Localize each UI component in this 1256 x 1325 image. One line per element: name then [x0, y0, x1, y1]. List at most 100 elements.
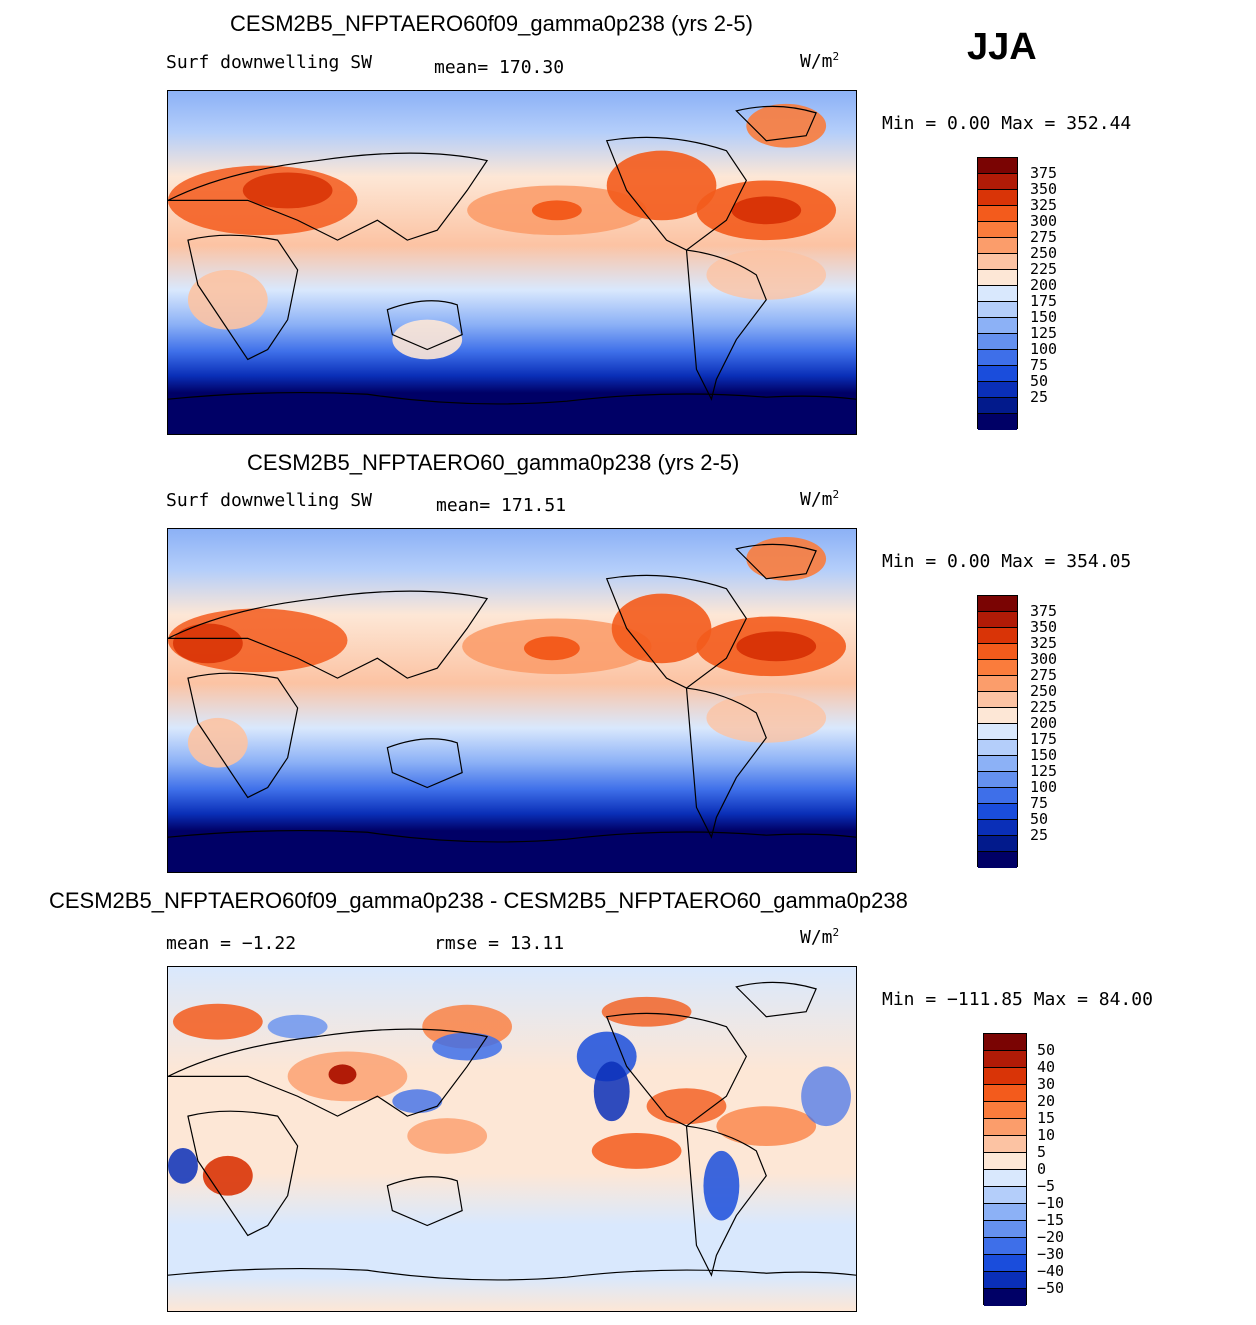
colorbar-label: 25	[1030, 388, 1049, 406]
colorbar-label: 10	[1037, 1126, 1056, 1144]
panel1-minmax: Min = 0.00 Max = 352.44	[882, 113, 1132, 134]
colorbar-swatch	[978, 302, 1017, 318]
panel1-mean-value: 170.30	[499, 57, 565, 78]
colorbar-swatch	[978, 398, 1017, 414]
colorbar-label: 325	[1030, 634, 1058, 652]
panel3-units: W/m2	[800, 926, 839, 948]
colorbar-label: 275	[1030, 666, 1058, 684]
colorbar-swatch	[978, 724, 1017, 740]
colorbar-label: 250	[1030, 682, 1058, 700]
panel3-title: CESM2B5_NFPTAERO60f09_gamma0p238 - CESM2…	[49, 888, 908, 913]
colorbar-swatch	[978, 382, 1017, 398]
colorbar-swatch	[984, 1272, 1026, 1289]
colorbar-swatch	[978, 788, 1017, 804]
colorbar-swatch	[978, 350, 1017, 366]
colorbar-swatch	[978, 174, 1017, 190]
colorbar-swatch	[984, 1102, 1026, 1119]
colorbar-label: 50	[1037, 1041, 1056, 1059]
panel3-units-base: W/m	[800, 927, 833, 948]
panel1-units: W/m2	[800, 50, 839, 72]
colorbar-swatch	[984, 1119, 1026, 1136]
colorbar-label: 200	[1030, 714, 1058, 732]
colorbar-label: 375	[1030, 164, 1058, 182]
colorbar-label: 300	[1030, 650, 1058, 668]
panel1-units-exp: 2	[832, 50, 840, 63]
colorbar-swatch	[984, 1187, 1026, 1204]
colorbar-swatch	[984, 1051, 1026, 1068]
panel1-mean: mean= 170.30	[434, 57, 564, 78]
panel3-rmse: rmse = 13.11	[434, 933, 564, 954]
panel2-mean: mean= 171.51	[436, 495, 566, 516]
colorbar-label: 200	[1030, 276, 1058, 294]
colorbar-label: 175	[1030, 730, 1058, 748]
colorbar-label: 175	[1030, 292, 1058, 310]
colorbar-swatch	[984, 1289, 1026, 1306]
colorbar-label: 225	[1030, 260, 1058, 278]
colorbar-label: 100	[1030, 778, 1058, 796]
panel2-title: CESM2B5_NFPTAERO60_gamma0p238 (yrs 2-5)	[247, 450, 740, 475]
colorbar-swatch	[978, 254, 1017, 270]
colorbar-swatch	[978, 414, 1017, 430]
colorbar-swatch	[984, 1034, 1026, 1051]
panel2-units: W/m2	[800, 488, 839, 510]
colorbar-swatch	[984, 1170, 1026, 1187]
colorbar-swatch	[978, 676, 1017, 692]
colorbar-swatch	[978, 756, 1017, 772]
colorbar-swatch	[978, 366, 1017, 382]
colorbar-label: 275	[1030, 228, 1058, 246]
colorbar-label: 350	[1030, 618, 1058, 636]
colorbar-swatch	[978, 318, 1017, 334]
panel3-mean-label: mean =	[166, 933, 232, 954]
colorbar-swatch	[978, 612, 1017, 628]
colorbar-swatch	[978, 852, 1017, 868]
colorbar-swatch	[978, 660, 1017, 676]
colorbar-label: 350	[1030, 180, 1058, 198]
colorbar-label: 5	[1037, 1143, 1047, 1161]
panel2-colorbar	[977, 595, 1018, 868]
colorbar-swatch	[978, 158, 1017, 174]
colorbar-label: 30	[1037, 1075, 1056, 1093]
panel3-rmse-label: rmse =	[434, 933, 500, 954]
colorbar-label: −20	[1037, 1228, 1065, 1246]
colorbar-label: 375	[1030, 602, 1058, 620]
panel1-mean-label: mean=	[434, 57, 489, 78]
colorbar-label: −15	[1037, 1211, 1065, 1229]
colorbar-swatch	[978, 740, 1017, 756]
colorbar-label: 100	[1030, 340, 1058, 358]
colorbar-label: 40	[1037, 1058, 1056, 1076]
colorbar-label: 250	[1030, 244, 1058, 262]
panel1-map	[167, 90, 857, 435]
colorbar-swatch	[984, 1085, 1026, 1102]
colorbar-label: 150	[1030, 308, 1058, 326]
colorbar-label: −30	[1037, 1245, 1065, 1263]
colorbar-label: −10	[1037, 1194, 1065, 1212]
colorbar-swatch	[978, 820, 1017, 836]
colorbar-swatch	[978, 206, 1017, 222]
colorbar-label: 15	[1037, 1109, 1056, 1127]
panel1-colorbar	[977, 157, 1018, 430]
colorbar-label: 150	[1030, 746, 1058, 764]
colorbar-swatch	[984, 1238, 1026, 1255]
colorbar-swatch	[984, 1204, 1026, 1221]
colorbar-swatch	[978, 190, 1017, 206]
colorbar-swatch	[978, 708, 1017, 724]
colorbar-swatch	[978, 692, 1017, 708]
panel1-title: CESM2B5_NFPTAERO60f09_gamma0p238 (yrs 2-…	[230, 11, 753, 36]
colorbar-label: 75	[1030, 356, 1049, 374]
panel2-units-base: W/m	[800, 489, 833, 510]
colorbar-label: −50	[1037, 1279, 1065, 1297]
colorbar-label: 125	[1030, 324, 1058, 342]
colorbar-label: 0	[1037, 1160, 1047, 1178]
colorbar-label: 300	[1030, 212, 1058, 230]
colorbar-swatch	[984, 1136, 1026, 1153]
panel3-units-exp: 2	[832, 926, 840, 939]
colorbar-swatch	[978, 772, 1017, 788]
panel3-mean: mean = −1.22	[166, 933, 296, 954]
colorbar-label: 125	[1030, 762, 1058, 780]
season-label: JJA	[967, 26, 1037, 68]
panel2-map	[167, 528, 857, 873]
panel2-units-exp: 2	[832, 488, 840, 501]
colorbar-label: 325	[1030, 196, 1058, 214]
panel1-variable: Surf downwelling SW	[166, 52, 372, 73]
panel3-rmse-value: 13.11	[509, 933, 565, 954]
